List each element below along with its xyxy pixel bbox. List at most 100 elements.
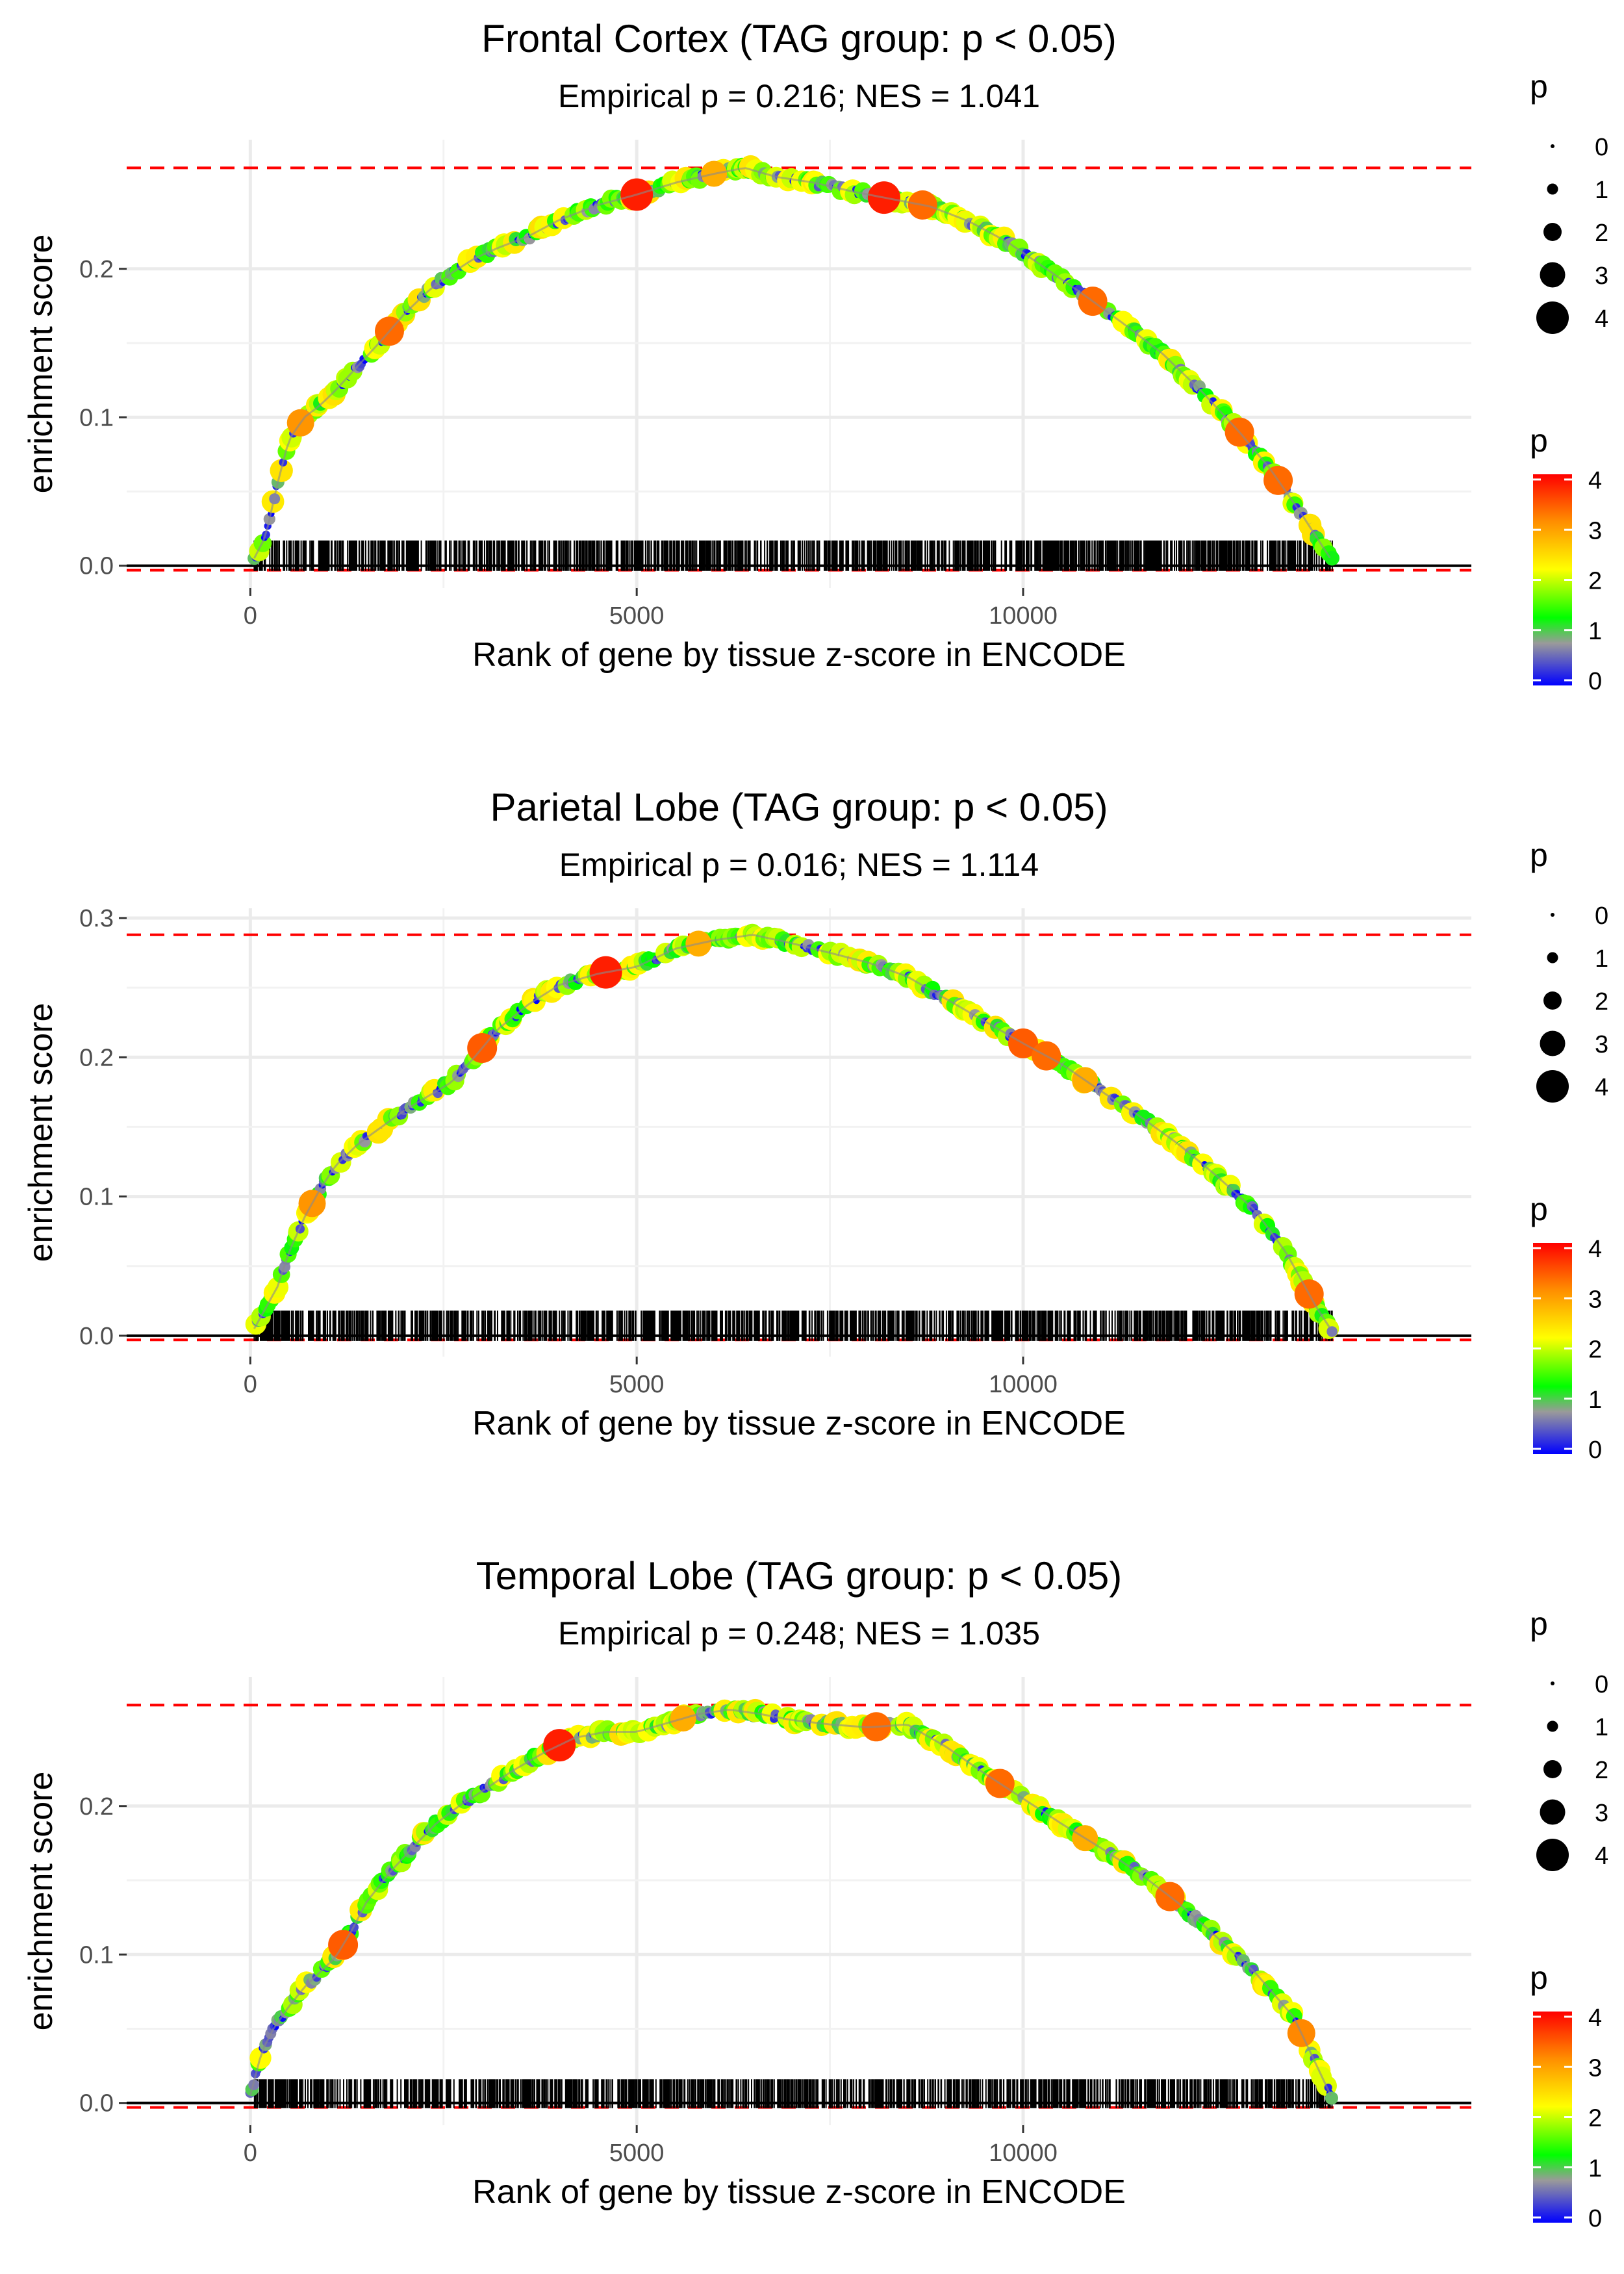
y-tick-label: 0.0: [79, 1323, 114, 1350]
x-tick-label: 0: [244, 1371, 257, 1398]
chart-title: Parietal Lobe (TAG group: p < 0.05): [490, 786, 1108, 829]
chart-subtitle: Empirical p = 0.216; NES = 1.041: [558, 78, 1040, 114]
size-legend: p 0 1 2 3 4: [1530, 837, 1608, 1103]
color-legend: p 0 1 2 3 4: [1530, 1960, 1602, 2232]
size-legend-key: [1543, 991, 1562, 1010]
chart-title: Temporal Lobe (TAG group: p < 0.05): [476, 1554, 1122, 1598]
y-tick-label: 0.0: [79, 2090, 114, 2117]
size-legend-label: 1: [1595, 177, 1608, 204]
es-point: [1325, 2091, 1338, 2105]
gridlines: [127, 908, 1471, 1357]
x-axis-title: Rank of gene by tissue z-score in ENCODE: [472, 2173, 1126, 2211]
color-legend-label: 1: [1588, 1386, 1602, 1414]
color-legend-label: 4: [1588, 2004, 1602, 2032]
x-tick-label: 10000: [989, 2140, 1058, 2167]
es-curve-line: [249, 1709, 1332, 2096]
size-legend-key: [1551, 913, 1554, 917]
color-legend-label: 2: [1588, 568, 1602, 595]
gridlines: [127, 140, 1471, 588]
size-legend-key: [1543, 223, 1562, 241]
size-legend-label: 1: [1595, 945, 1608, 973]
color-legend-title: p: [1530, 1960, 1548, 1996]
gridlines: [127, 1677, 1471, 2125]
size-legend: p 0 1 2 3 4: [1530, 1605, 1608, 1871]
size-legend-label: 0: [1595, 902, 1608, 930]
size-legend-key: [1540, 1799, 1566, 1825]
es-curve-line: [253, 934, 1331, 1329]
gene-hit-ticks: [253, 540, 1333, 571]
color-legend-label: 0: [1588, 2205, 1602, 2232]
color-legend-label: 4: [1588, 467, 1602, 494]
size-legend-label: 0: [1595, 134, 1608, 161]
chart-subtitle: Empirical p = 0.016; NES = 1.114: [559, 847, 1039, 883]
gene-hit-ticks: [253, 1310, 1333, 1341]
size-legend-label: 4: [1595, 1843, 1608, 1870]
y-tick-label: 0.0: [79, 553, 114, 580]
color-legend-label: 0: [1588, 668, 1602, 695]
chart-title: Frontal Cortex (TAG group: p < 0.05): [481, 17, 1117, 60]
color-legend-label: 2: [1588, 2105, 1602, 2132]
size-legend-label: 3: [1595, 1031, 1608, 1058]
gene-rug: [253, 540, 1333, 571]
y-tick-label: 0.2: [79, 1793, 114, 1820]
y-tick-label: 0.2: [79, 256, 114, 283]
y-axis-title: enrichment score: [22, 1772, 60, 2031]
gene-rug: [253, 1310, 1333, 1341]
enrichment-points: [245, 923, 1339, 1339]
color-legend-label: 3: [1588, 1286, 1602, 1313]
y-tick-label: 0.1: [79, 404, 114, 431]
size-legend-title: p: [1530, 837, 1548, 873]
size-legend-key: [1547, 1720, 1558, 1732]
size-legend-label: 3: [1595, 262, 1608, 290]
es-curve-line: [253, 167, 1331, 559]
x-axis-title: Rank of gene by tissue z-score in ENCODE: [472, 1405, 1126, 1442]
es-point: [1326, 1326, 1338, 1337]
chart-panel-3: Temporal Lobe (TAG group: p < 0.05) Empir…: [22, 1554, 1608, 2232]
enrichment-points: [245, 1698, 1338, 2105]
chart-panel-2: Parietal Lobe (TAG group: p < 0.05) Empir…: [22, 786, 1608, 1464]
size-legend-key: [1551, 144, 1554, 148]
color-legend-label: 1: [1588, 2155, 1602, 2182]
size-legend-label: 2: [1595, 1757, 1608, 1784]
size-legend-label: 2: [1595, 988, 1608, 1016]
size-legend-key: [1536, 1070, 1569, 1103]
x-tick-label: 5000: [609, 2140, 665, 2167]
y-tick-label: 0.1: [79, 1184, 114, 1211]
size-legend-key: [1536, 301, 1569, 334]
enrichment-points: [247, 155, 1339, 566]
x-tick-label: 10000: [989, 1371, 1058, 1398]
color-legend-label: 0: [1588, 1437, 1602, 1464]
y-axis-title: enrichment score: [22, 235, 60, 494]
chart-panel-1: Frontal Cortex (TAG group: p < 0.05) Empi…: [22, 17, 1608, 695]
color-legend: p 0 1 2 3 4: [1530, 422, 1602, 695]
color-legend-label: 4: [1588, 1236, 1602, 1263]
x-tick-label: 10000: [989, 602, 1058, 630]
color-legend-label: 3: [1588, 2054, 1602, 2082]
color-legend-label: 2: [1588, 1336, 1602, 1364]
color-legend-title: p: [1530, 422, 1548, 459]
size-legend-label: 0: [1595, 1671, 1608, 1698]
size-legend-title: p: [1530, 68, 1548, 105]
chart-subtitle: Empirical p = 0.248; NES = 1.035: [558, 1615, 1040, 1652]
y-tick-label: 0.2: [79, 1044, 114, 1071]
color-legend: p 0 1 2 3 4: [1530, 1191, 1602, 1464]
x-tick-label: 5000: [609, 602, 665, 630]
size-legend-key: [1551, 1681, 1554, 1685]
x-tick-label: 0: [244, 602, 257, 630]
x-tick-label: 5000: [609, 1371, 665, 1398]
size-legend-label: 3: [1595, 1800, 1608, 1827]
size-legend-label: 4: [1595, 305, 1608, 333]
size-legend-key: [1547, 952, 1558, 964]
size-legend-label: 4: [1595, 1074, 1608, 1101]
size-legend-key: [1540, 1030, 1566, 1056]
y-tick-label: 0.1: [79, 1941, 114, 1969]
size-legend: p 0 1 2 3 4: [1530, 68, 1608, 334]
size-legend-key: [1540, 262, 1566, 288]
size-legend-key: [1543, 1760, 1562, 1778]
color-legend-title: p: [1530, 1191, 1548, 1227]
size-legend-label: 2: [1595, 220, 1608, 247]
size-legend-title: p: [1530, 1605, 1548, 1642]
size-legend-key: [1536, 1839, 1569, 1871]
y-axis-title: enrichment score: [22, 1003, 60, 1262]
